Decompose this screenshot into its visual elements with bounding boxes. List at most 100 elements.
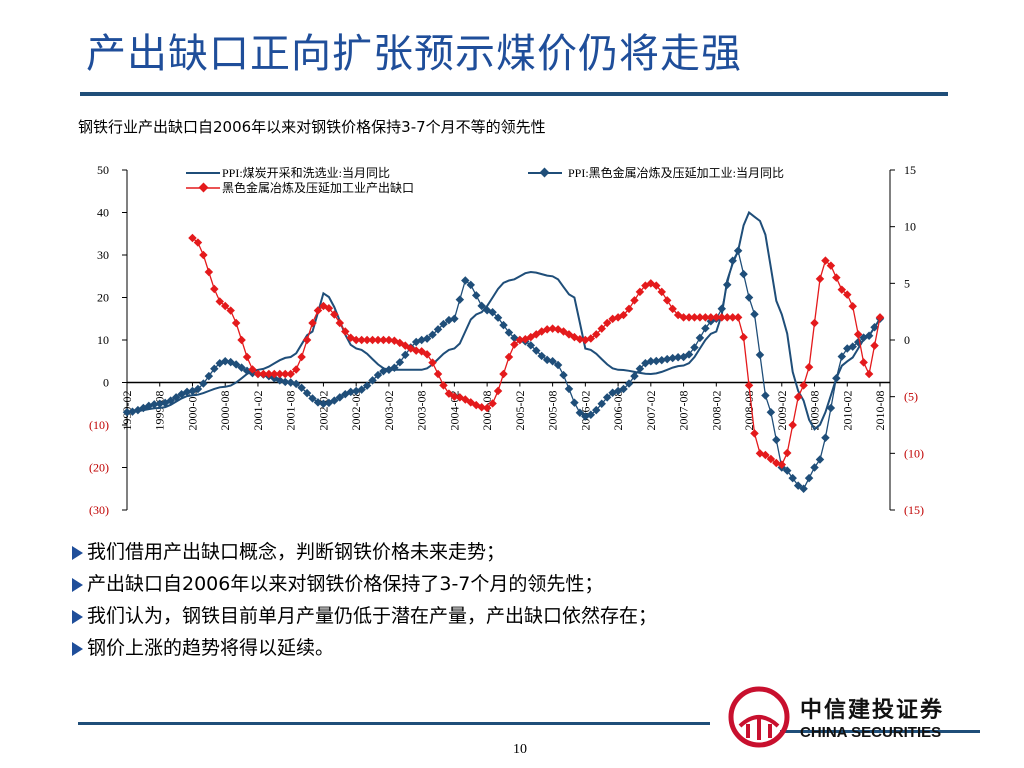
series-point-1 xyxy=(635,364,645,373)
legend-label-coal: PPI:煤炭开采和洗选业:当月同比 xyxy=(222,166,390,180)
x-axis-tick-label: 2007-02 xyxy=(644,391,658,431)
x-axis-tick-label: 1999-08 xyxy=(153,391,167,431)
logo-text-cn: 中信建投证券 xyxy=(800,698,945,723)
series-point-2 xyxy=(302,335,312,345)
china-securities-logo-icon xyxy=(728,686,790,748)
series-point-1 xyxy=(657,355,666,365)
series-point-1 xyxy=(652,356,661,366)
series-point-1 xyxy=(624,379,634,388)
series-point-2 xyxy=(291,365,301,374)
series-point-2 xyxy=(422,350,432,359)
series-point-1 xyxy=(586,410,596,420)
series-point-1 xyxy=(395,358,405,367)
series-point-2 xyxy=(444,389,454,398)
series-point-2 xyxy=(804,362,814,372)
series-point-2 xyxy=(482,403,492,413)
series-point-1 xyxy=(537,351,546,361)
series-point-2 xyxy=(679,313,688,322)
series-point-1 xyxy=(362,381,372,390)
series-point-1 xyxy=(373,370,383,380)
series-point-1 xyxy=(390,363,399,372)
left-axis-tick-label: (30) xyxy=(89,503,109,517)
logo-text-en: CHINA SECURITIES xyxy=(800,724,942,741)
series-point-2 xyxy=(652,281,661,290)
series-point-2 xyxy=(684,313,694,322)
series-point-2 xyxy=(324,304,334,313)
right-axis-tick-label: (15) xyxy=(904,503,924,517)
series-point-1 xyxy=(690,343,699,352)
series-point-2 xyxy=(821,256,830,265)
series-point-2 xyxy=(832,273,841,282)
x-axis-tick-label: 2000-02 xyxy=(185,391,199,431)
left-axis-tick-label: 20 xyxy=(97,291,109,305)
series-point-1 xyxy=(302,388,312,398)
series-point-1 xyxy=(766,408,776,417)
x-axis-tick-label: 2004-02 xyxy=(447,391,461,431)
series-point-2 xyxy=(428,358,437,367)
series-point-1 xyxy=(592,405,601,415)
series-point-1 xyxy=(526,341,536,350)
series-point-1 xyxy=(291,379,301,389)
series-point-2 xyxy=(701,313,710,322)
series-point-2 xyxy=(815,274,825,284)
series-point-2 xyxy=(717,313,727,322)
x-axis-tick-label: 2001-08 xyxy=(284,391,298,431)
series-point-2 xyxy=(510,340,519,349)
series-point-2 xyxy=(237,335,246,345)
left-axis-tick-label: 0 xyxy=(103,376,109,390)
legend-marker-steel-ppi xyxy=(539,167,550,178)
series-point-1 xyxy=(673,353,683,362)
left-axis-tick-label: 40 xyxy=(97,206,109,220)
series-point-1 xyxy=(804,473,814,483)
series-point-1 xyxy=(810,463,819,472)
chart-legend: PPI:煤炭开采和洗选业:当月同比 PPI:黑色金属冶炼及压延加工业:当月同比 … xyxy=(186,165,784,195)
series-point-1 xyxy=(461,276,470,285)
series-point-1 xyxy=(401,350,410,360)
series-point-1 xyxy=(733,246,743,255)
series-point-1 xyxy=(477,301,486,311)
series-point-1 xyxy=(619,384,628,394)
series-point-2 xyxy=(488,399,497,408)
series-point-2 xyxy=(662,296,672,305)
arrow-bullet-icon xyxy=(72,610,83,624)
series-point-2 xyxy=(220,301,230,311)
arrow-bullet-icon xyxy=(72,642,83,656)
series-point-1 xyxy=(122,408,132,417)
bullet-item: 钢价上涨的趋势将得以延续。 xyxy=(72,632,657,664)
x-axis-tick-label: 2010-02 xyxy=(840,391,854,431)
series-point-2 xyxy=(668,304,677,314)
series-point-2 xyxy=(837,285,847,294)
series-point-1 xyxy=(346,387,355,397)
series-point-2 xyxy=(373,335,383,345)
series-point-2 xyxy=(280,369,290,379)
legend-label-steel-ppi: PPI:黑色金属冶炼及压延加工业:当月同比 xyxy=(568,165,784,180)
x-axis-tick-label: 2007-08 xyxy=(677,391,691,431)
series-point-2 xyxy=(515,335,525,345)
series-point-2 xyxy=(199,250,208,260)
series-point-2 xyxy=(297,352,306,362)
right-axis-tick-label: 15 xyxy=(904,163,916,177)
left-axis-tick-label: 30 xyxy=(97,248,109,262)
series-point-2 xyxy=(411,346,421,355)
series-point-2 xyxy=(548,324,557,333)
series-point-1 xyxy=(319,399,328,408)
series-point-2 xyxy=(379,335,388,345)
left-axis-tick-label: (20) xyxy=(89,461,109,475)
bullet-list: 我们借用产出缺口概念，判断钢铁价格未来走势； 产出缺口自2006年以来对钢铁价格… xyxy=(72,536,657,664)
series-point-2 xyxy=(384,335,394,345)
series-point-2 xyxy=(215,297,225,306)
legend-marker-gap xyxy=(198,182,209,193)
series-point-2 xyxy=(242,352,252,362)
series-point-1 xyxy=(837,352,847,361)
series-point-2 xyxy=(275,369,285,379)
series-point-2 xyxy=(739,333,748,342)
series-point-1 xyxy=(821,433,830,442)
series-point-1 xyxy=(761,391,770,400)
series-point-1 xyxy=(297,383,306,393)
series-point-1 xyxy=(559,370,568,380)
series-point-1 xyxy=(750,310,759,319)
series-point-2 xyxy=(351,335,361,345)
series-point-2 xyxy=(826,261,836,270)
x-axis-tick-label: 2001-02 xyxy=(251,391,265,431)
series-point-2 xyxy=(624,304,634,314)
